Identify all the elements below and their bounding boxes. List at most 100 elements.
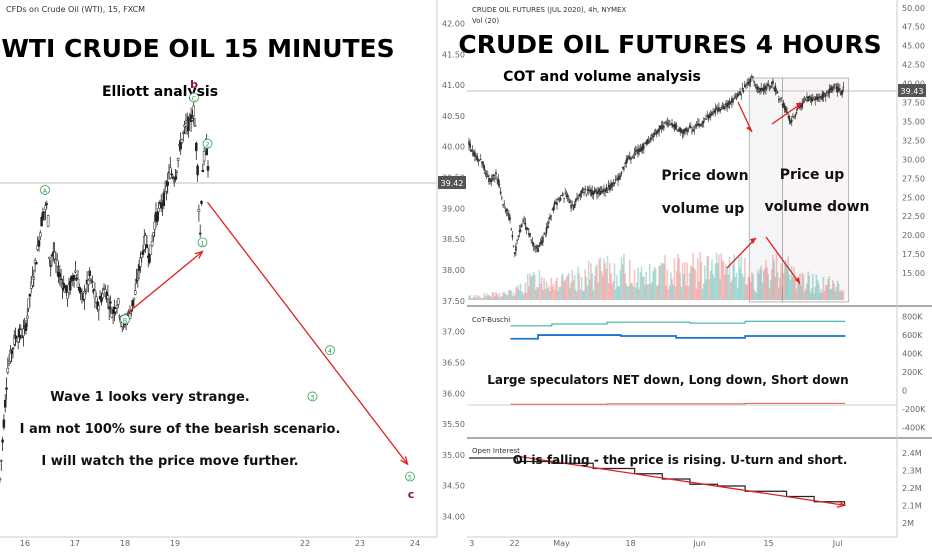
volume-bar — [754, 291, 757, 300]
candle-body — [695, 125, 698, 127]
volume-bar — [640, 266, 643, 300]
volume-bar — [743, 257, 746, 300]
candle-body — [772, 80, 774, 84]
volume-bar — [652, 270, 655, 300]
candle-body — [11, 347, 15, 350]
candle-body — [1, 439, 4, 443]
candle-body — [665, 122, 667, 124]
candle-body — [705, 119, 707, 120]
volume-bar — [509, 290, 511, 300]
right-y-tick: 47.50 — [902, 23, 925, 32]
candle-body — [584, 188, 586, 190]
highlight-box-1 — [782, 77, 850, 303]
oi-trend-arrow-head — [836, 500, 847, 508]
candle-body — [503, 203, 506, 205]
candle-body — [670, 124, 672, 125]
candle-body — [97, 305, 101, 311]
candle-body — [586, 188, 589, 191]
right-x-tick: 18 — [625, 539, 635, 548]
volume-bar — [566, 275, 569, 300]
volume-bar — [709, 270, 712, 300]
candle-body — [607, 184, 610, 188]
volume-bar — [564, 280, 567, 300]
candle-body — [32, 277, 36, 280]
candle-body — [37, 240, 41, 247]
candle-body — [821, 94, 824, 100]
candle-body — [191, 118, 194, 121]
candle-body — [592, 191, 595, 195]
candle-body — [775, 89, 778, 91]
candle-body — [477, 159, 480, 162]
candle-body — [747, 81, 750, 85]
candle-body — [643, 145, 645, 149]
volume-bar — [715, 252, 718, 300]
candle-body — [736, 93, 739, 97]
volume-bar — [807, 271, 809, 300]
candle-body — [107, 306, 111, 310]
candle-body — [646, 139, 649, 144]
candle-body — [823, 92, 826, 94]
candle-body — [468, 141, 470, 146]
candle-body — [206, 166, 210, 171]
volume-bar — [603, 258, 605, 300]
candle-body — [720, 109, 723, 111]
candle-body — [837, 88, 840, 91]
right-x-tick: Jul — [832, 539, 843, 548]
candle-body — [485, 173, 488, 175]
left-x-tick: 23 — [355, 539, 365, 548]
candle-body — [761, 87, 764, 91]
right-y-tick: 35.00 — [902, 117, 925, 126]
candle-body — [202, 151, 206, 162]
volume-bar — [651, 281, 653, 300]
oi-y-tick: 2.1M — [902, 501, 922, 510]
right-source-label: CRUDE OIL FUTURES (JUL 2020), 4h, NYMEX — [472, 6, 626, 14]
candle-body — [833, 85, 835, 89]
volume-bar — [668, 285, 671, 300]
volume-bar — [605, 269, 608, 300]
volume-bar — [705, 279, 707, 300]
candle-body — [593, 189, 596, 194]
volume-bar — [574, 289, 577, 300]
volume-bar — [497, 296, 500, 300]
candle-body — [759, 87, 761, 92]
cot-note: Large speculators NET down, Long down, S… — [487, 373, 848, 387]
candle-body — [624, 162, 626, 164]
volume-bar — [555, 281, 557, 300]
candle-body — [632, 156, 635, 158]
volume-bar — [787, 256, 790, 300]
volume-bar — [686, 262, 689, 300]
left-y-tick: 41.00 — [442, 81, 465, 90]
candle-body — [702, 121, 705, 123]
volume-bar — [663, 263, 665, 300]
candle-body — [732, 99, 734, 102]
volume-bar — [736, 288, 739, 300]
candle-body — [583, 192, 585, 193]
candle-body — [542, 236, 544, 243]
volume-bar — [563, 281, 565, 300]
candle-body — [539, 241, 542, 245]
volume-bar — [526, 274, 529, 300]
volume-bar — [546, 287, 549, 300]
volume-bar — [494, 296, 496, 300]
candle-body — [613, 182, 616, 184]
wave-circle-3 — [307, 391, 318, 402]
candle-body — [758, 91, 760, 93]
candle-body — [690, 126, 692, 128]
volume-bar — [536, 287, 538, 300]
wave-circle-1 — [197, 237, 208, 248]
candle-body — [694, 124, 697, 126]
candle-body — [741, 87, 744, 90]
volume-bar — [600, 271, 603, 300]
candle-body — [145, 244, 149, 248]
candle-body — [754, 84, 757, 86]
candle-body — [614, 179, 617, 181]
volume-bar — [839, 291, 841, 300]
volume-bar — [596, 264, 598, 300]
wave-label-c: c — [408, 488, 415, 501]
volume-bar — [746, 284, 748, 300]
candle-body — [68, 281, 72, 291]
volume-bar — [763, 268, 766, 300]
candle-body — [655, 130, 658, 134]
cot-title: CoT-Buschi — [472, 316, 510, 324]
arrow-price-up-head — [796, 103, 802, 109]
